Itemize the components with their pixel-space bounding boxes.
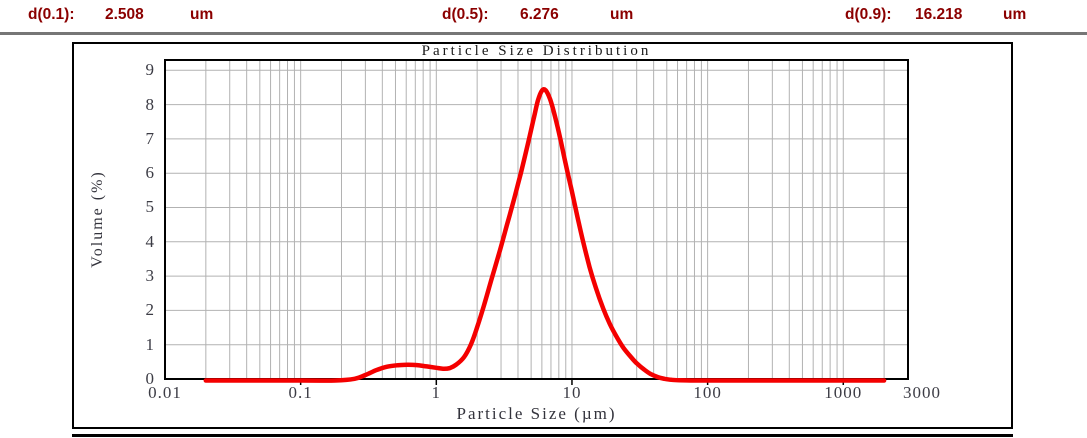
x-tick-label: 0.1 (288, 383, 313, 402)
y-tick-label: 0 (145, 369, 155, 388)
next-section-border (72, 434, 1013, 437)
x-axis-title: Particle Size (µm) (456, 404, 617, 423)
x-tick-label: 10 (562, 383, 582, 402)
d50-label: d(0.5): (442, 6, 489, 23)
d90-label: d(0.9): (845, 6, 892, 23)
y-axis-title: Volume (%) (89, 170, 106, 268)
y-tick-label: 1 (145, 334, 155, 354)
d10-value: 2.508 (105, 6, 144, 23)
chart-outer-frame (72, 42, 1013, 429)
y-tick-label: 9 (145, 60, 155, 80)
x-tick-label: 0.01 (148, 383, 182, 402)
y-tick-label: 8 (145, 94, 155, 114)
y-tick-label: 2 (145, 300, 155, 320)
d50-unit: um (610, 6, 634, 23)
d10-label: d(0.1): (28, 6, 75, 23)
d50-value: 6.276 (520, 6, 559, 23)
distribution-curve-chart (164, 59, 909, 385)
y-tick-label: 5 (145, 197, 155, 217)
x-tick-label: 100 (693, 383, 722, 402)
y-tick-label: 6 (145, 163, 155, 183)
x-tick-label: 1000 (824, 383, 863, 402)
x-tick-label: 1 (431, 383, 442, 402)
y-tick-label: 3 (145, 266, 155, 286)
header-divider-rule (0, 32, 1087, 35)
chart-title: Particle Size Distribution (421, 43, 652, 59)
d10-unit: um (190, 6, 214, 23)
d90-unit: um (1003, 6, 1027, 23)
y-tick-label: 7 (145, 128, 155, 148)
x-tick-label: 3000 (903, 383, 941, 402)
d90-value: 16.218 (915, 6, 963, 23)
y-tick-label: 4 (145, 231, 155, 251)
